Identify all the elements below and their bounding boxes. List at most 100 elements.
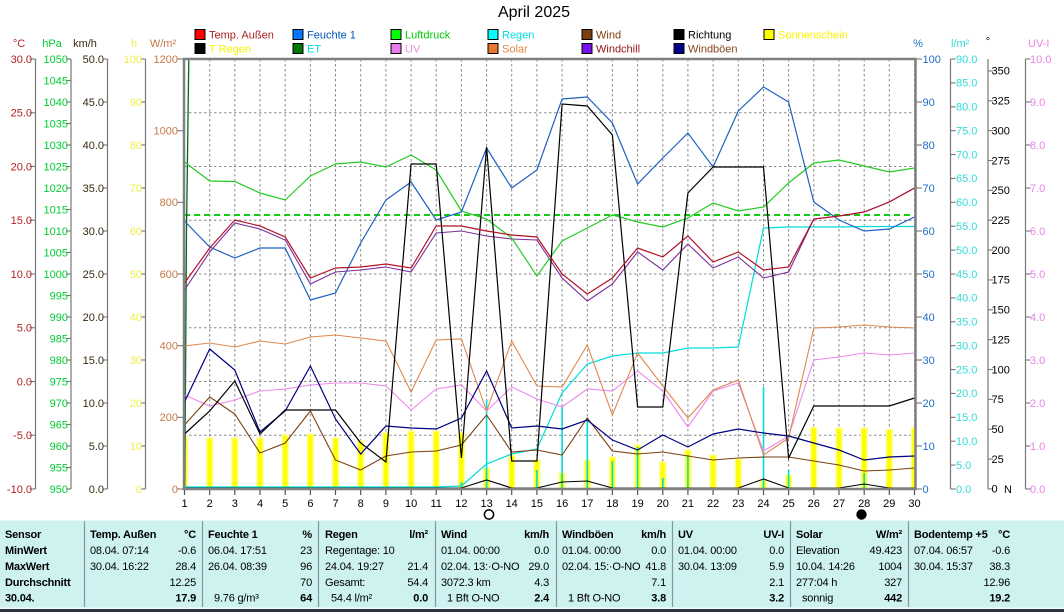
svg-text:26.04. 08:39: 26.04. 08:39 bbox=[208, 561, 267, 573]
svg-text:3.0: 3.0 bbox=[1030, 355, 1045, 367]
svg-text:9.76 g/m³: 9.76 g/m³ bbox=[214, 593, 259, 605]
svg-text:2.4: 2.4 bbox=[534, 593, 550, 605]
svg-text:40.0: 40.0 bbox=[956, 293, 977, 305]
svg-text:W/m²: W/m² bbox=[876, 529, 903, 541]
svg-text:06.04. 17:51: 06.04. 17:51 bbox=[208, 545, 267, 557]
svg-text:90: 90 bbox=[130, 97, 142, 109]
svg-text:15.0: 15.0 bbox=[11, 215, 32, 227]
svg-text:Windböen: Windböen bbox=[562, 529, 614, 541]
svg-text:1004: 1004 bbox=[878, 561, 902, 573]
svg-text:9.0: 9.0 bbox=[1030, 97, 1045, 109]
svg-text:80.0: 80.0 bbox=[956, 102, 977, 114]
svg-text:17.9: 17.9 bbox=[175, 593, 196, 605]
svg-text:km/h: km/h bbox=[641, 529, 666, 541]
svg-text:50.0: 50.0 bbox=[83, 54, 104, 66]
svg-text:Temp. Außen: Temp. Außen bbox=[209, 30, 274, 42]
svg-text:Regen: Regen bbox=[325, 529, 358, 541]
svg-text:10.0: 10.0 bbox=[956, 436, 977, 448]
svg-text:7: 7 bbox=[332, 498, 338, 510]
svg-text:20: 20 bbox=[657, 498, 669, 510]
svg-text:21: 21 bbox=[682, 498, 694, 510]
svg-text:Feuchte 1: Feuchte 1 bbox=[307, 30, 356, 42]
svg-text:0.0: 0.0 bbox=[769, 545, 784, 557]
svg-text:955: 955 bbox=[50, 462, 68, 474]
svg-text:1005: 1005 bbox=[44, 247, 68, 259]
svg-text:Richtung: Richtung bbox=[688, 30, 731, 42]
svg-text:km/h: km/h bbox=[524, 529, 549, 541]
svg-text:80: 80 bbox=[130, 140, 142, 152]
svg-text:60: 60 bbox=[130, 226, 142, 238]
svg-text:ET: ET bbox=[307, 44, 321, 56]
svg-text:9: 9 bbox=[383, 498, 389, 510]
svg-text:1 Bft O-NO: 1 Bft O-NO bbox=[568, 593, 621, 605]
svg-text:20.0: 20.0 bbox=[11, 161, 32, 173]
svg-text:975: 975 bbox=[50, 376, 68, 388]
svg-text:350: 350 bbox=[992, 66, 1010, 78]
svg-text:995: 995 bbox=[50, 290, 68, 302]
svg-text:1: 1 bbox=[181, 498, 187, 510]
svg-text:1 Bft O-NO: 1 Bft O-NO bbox=[447, 593, 500, 605]
svg-text:38.3: 38.3 bbox=[989, 561, 1010, 573]
svg-text:400: 400 bbox=[160, 340, 178, 352]
svg-text:600: 600 bbox=[160, 269, 178, 281]
svg-text:1050: 1050 bbox=[44, 54, 68, 66]
svg-text:10.04. 14:26: 10.04. 14:26 bbox=[796, 561, 855, 573]
svg-text:6: 6 bbox=[307, 498, 313, 510]
svg-text:1035: 1035 bbox=[44, 118, 68, 130]
svg-text:41.8: 41.8 bbox=[645, 561, 666, 573]
svg-text:5.0: 5.0 bbox=[17, 323, 32, 335]
svg-text:50: 50 bbox=[992, 424, 1004, 436]
svg-text:15: 15 bbox=[531, 498, 543, 510]
svg-text:5.0: 5.0 bbox=[1030, 269, 1045, 281]
svg-text:Regen: Regen bbox=[502, 30, 534, 42]
svg-text:Feuchte 1: Feuchte 1 bbox=[208, 529, 258, 541]
svg-text:1000: 1000 bbox=[154, 125, 178, 137]
svg-text:24.04. 19:27: 24.04. 19:27 bbox=[325, 561, 384, 573]
svg-text:19: 19 bbox=[631, 498, 643, 510]
svg-text:°: ° bbox=[986, 36, 990, 48]
svg-text:40.0: 40.0 bbox=[83, 140, 104, 152]
svg-text:5: 5 bbox=[282, 498, 288, 510]
svg-text:UV-I: UV-I bbox=[1028, 38, 1049, 50]
svg-text:30.04.: 30.04. bbox=[5, 593, 35, 605]
svg-text:30: 30 bbox=[908, 498, 920, 510]
svg-text:2.1: 2.1 bbox=[769, 577, 784, 589]
svg-text:T Regen: T Regen bbox=[209, 44, 251, 56]
svg-text:6.0: 6.0 bbox=[1030, 226, 1045, 238]
svg-text:25.0: 25.0 bbox=[83, 269, 104, 281]
svg-text:5.0: 5.0 bbox=[89, 441, 104, 453]
svg-text:-5.0: -5.0 bbox=[13, 430, 32, 442]
svg-text:50: 50 bbox=[130, 269, 142, 281]
svg-text:Solar: Solar bbox=[796, 529, 823, 541]
svg-text:%: % bbox=[302, 529, 312, 541]
svg-text:85.0: 85.0 bbox=[956, 78, 977, 90]
svg-text:327: 327 bbox=[884, 577, 902, 589]
svg-text:4.3: 4.3 bbox=[534, 577, 549, 589]
svg-text:Elevation: Elevation bbox=[796, 545, 840, 557]
svg-text:hPa: hPa bbox=[42, 38, 62, 50]
svg-text:14: 14 bbox=[506, 498, 518, 510]
svg-text:Wind: Wind bbox=[441, 529, 467, 541]
svg-text:28.4: 28.4 bbox=[175, 561, 196, 573]
svg-text:45.0: 45.0 bbox=[83, 97, 104, 109]
svg-text:30.04. 16:22: 30.04. 16:22 bbox=[90, 561, 149, 573]
svg-text:30.0: 30.0 bbox=[956, 340, 977, 352]
svg-text:0.0: 0.0 bbox=[956, 484, 971, 496]
svg-text:-0.6: -0.6 bbox=[992, 545, 1010, 557]
svg-text:54.4: 54.4 bbox=[407, 577, 428, 589]
svg-text:1.0: 1.0 bbox=[1030, 441, 1045, 453]
svg-text:30: 30 bbox=[130, 355, 142, 367]
svg-text:20: 20 bbox=[923, 398, 935, 410]
svg-text:%: % bbox=[913, 38, 923, 50]
svg-text:02.04. 13:·O-NO: 02.04. 13:·O-NO bbox=[441, 561, 520, 573]
svg-text:0.0: 0.0 bbox=[17, 376, 32, 388]
svg-text:65.0: 65.0 bbox=[956, 173, 977, 185]
svg-text:75.0: 75.0 bbox=[956, 125, 977, 137]
svg-text:70.0: 70.0 bbox=[956, 149, 977, 161]
svg-text:0.0: 0.0 bbox=[89, 484, 104, 496]
svg-text:0.0: 0.0 bbox=[534, 545, 549, 557]
svg-text:10: 10 bbox=[405, 498, 417, 510]
svg-text:80: 80 bbox=[923, 140, 935, 152]
svg-text:N: N bbox=[1004, 484, 1012, 496]
svg-text:275: 275 bbox=[992, 155, 1010, 167]
